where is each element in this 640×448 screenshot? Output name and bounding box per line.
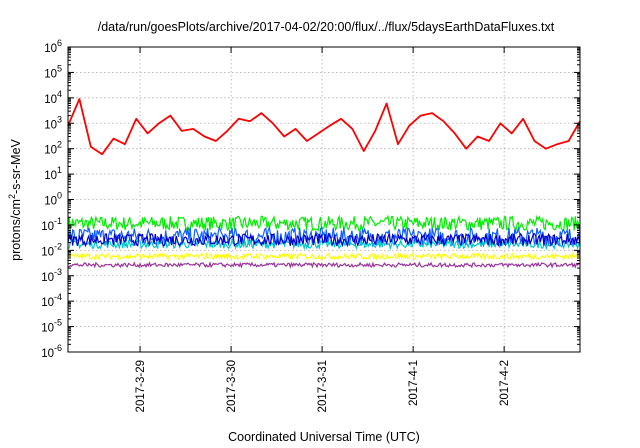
- y-tick-label: 10-6: [41, 343, 62, 360]
- x-tick-label: 2017-4-1: [408, 360, 420, 406]
- y-tick-label: 104: [44, 89, 62, 106]
- series-lines: [67, 98, 581, 270]
- x-tick-label: 2017-4-2: [499, 360, 511, 406]
- grid: [68, 47, 580, 352]
- axis-ticks: 106 105 104 103 102 101 100 10-1 10-2 10-3 10-4 10-…: [41, 38, 580, 412]
- y-tick-label: 10-1: [41, 216, 62, 233]
- y-tick-label: 10-3: [41, 267, 62, 284]
- y-tick-label: 10-4: [41, 292, 62, 309]
- y-tick-label: 105: [44, 63, 62, 80]
- series-line-6: [67, 251, 581, 261]
- y-tick-label: 103: [44, 114, 62, 131]
- y-tick-label: 102: [44, 140, 62, 157]
- y-tick-label: 100: [44, 191, 62, 208]
- series-line-2: [67, 214, 581, 233]
- x-tick-label: 2017-3-31: [317, 360, 329, 412]
- series-line-1: [67, 98, 581, 156]
- y-axis-label: protons/cm2-s-sr-MeV: [7, 138, 23, 260]
- y-tick-label: 101: [44, 165, 62, 182]
- x-tick-label: 2017-3-29: [135, 360, 147, 412]
- chart-title: /data/run/goesPlots/archive/2017-04-02/2…: [98, 20, 555, 34]
- x-axis-label: Coordinated Universal Time (UTC): [228, 430, 420, 444]
- x-tick-label: 2017-3-30: [226, 360, 238, 412]
- series-line-7: [67, 260, 581, 270]
- series-line-5: [67, 232, 581, 248]
- y-tick-label: 10-5: [41, 318, 62, 335]
- y-tick-label: 10-2: [41, 241, 62, 258]
- y-tick-label: 106: [44, 38, 62, 55]
